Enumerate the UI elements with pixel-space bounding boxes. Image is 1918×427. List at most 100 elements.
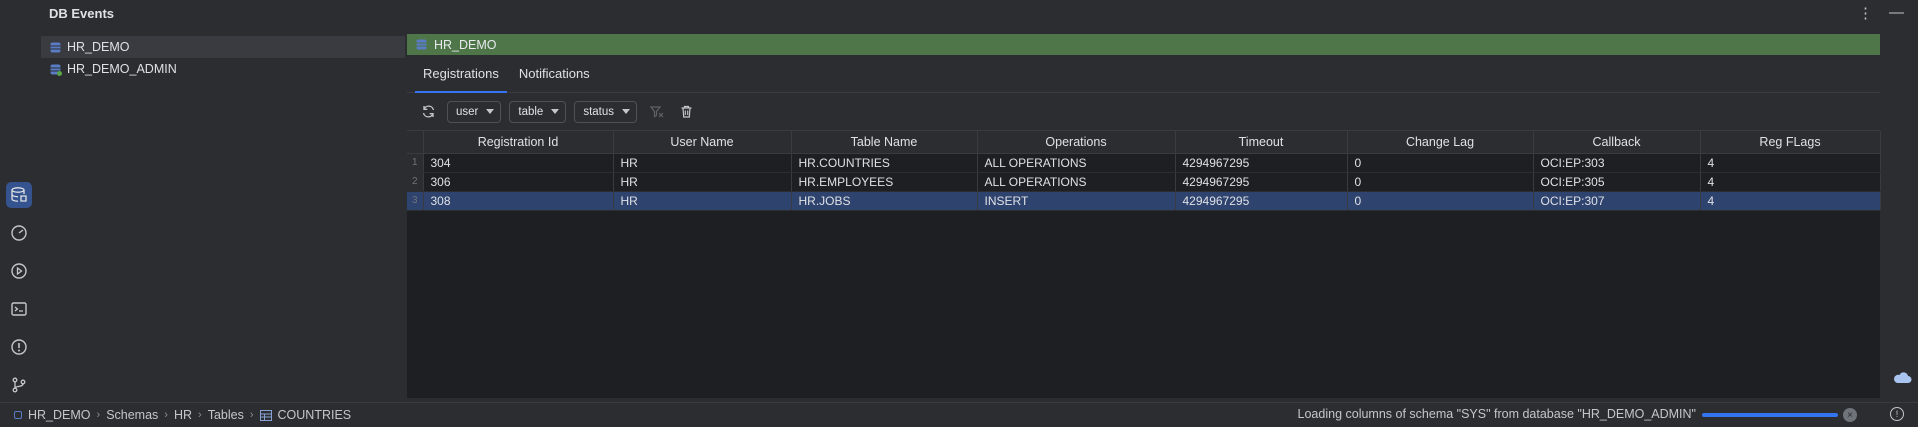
terminal-tool-button[interactable]	[6, 296, 32, 322]
cell-registration-id[interactable]: 308	[423, 191, 614, 211]
cell-user-name[interactable]: HR	[613, 191, 792, 211]
delete-button[interactable]	[675, 101, 697, 123]
git-tool-button[interactable]	[6, 372, 32, 398]
cell-registration-id[interactable]: 306	[423, 172, 614, 192]
minimize-icon[interactable]: —	[1889, 4, 1904, 21]
chevron-down-icon	[551, 109, 560, 114]
cell-reg-flags[interactable]: 4	[1700, 191, 1881, 211]
column-header-table-name[interactable]: Table Name	[791, 131, 978, 154]
cell-timeout[interactable]: 4294967295	[1175, 153, 1348, 173]
cell-operations[interactable]: ALL OPERATIONS	[977, 172, 1176, 192]
table-row[interactable]: 2 306 HR HR.EMPLOYEES ALL OPERATIONS 429…	[407, 172, 1881, 192]
db-events-tool-button[interactable]	[6, 182, 32, 208]
chevron-right-icon: ›	[198, 409, 202, 421]
status-message: Loading columns of schema "SYS" from dat…	[1297, 407, 1696, 421]
breadcrumb: HR_DEMO › Schemas › HR › Tables › COUNTR…	[0, 408, 351, 422]
tool-window-header: DB Events ⋮ —	[0, 0, 1918, 30]
cell-registration-id[interactable]: 304	[423, 153, 614, 173]
registrations-toolbar: user table status	[407, 93, 1880, 131]
panel-title: DB Events	[49, 6, 115, 21]
column-header-operations[interactable]: Operations	[977, 131, 1176, 154]
status-filter-dropdown[interactable]: status	[574, 100, 637, 123]
cell-change-lag[interactable]: 0	[1347, 153, 1534, 173]
tree-item-hr-demo[interactable]: HR_DEMO	[41, 36, 405, 58]
status-filter-label: status	[583, 105, 614, 118]
notifications-icon[interactable]: !	[1890, 407, 1904, 421]
registrations-table: Registration Id User Name Table Name Ope…	[407, 131, 1881, 211]
column-header-callback[interactable]: Callback	[1533, 131, 1701, 154]
tab-bar: Registrations Notifications	[407, 55, 1880, 93]
clear-filters-button[interactable]	[645, 101, 667, 123]
cell-user-name[interactable]: HR	[613, 172, 792, 192]
more-options-icon[interactable]: ⋮	[1858, 5, 1873, 22]
problems-icon	[11, 339, 27, 355]
problems-tool-button[interactable]	[6, 334, 32, 360]
cell-callback[interactable]: OCI:EP:307	[1533, 191, 1701, 211]
performance-tool-button[interactable]	[6, 220, 32, 246]
column-header-timeout[interactable]: Timeout	[1175, 131, 1348, 154]
refresh-button[interactable]	[417, 101, 439, 123]
database-icon	[14, 411, 22, 419]
cell-table-name[interactable]: HR.EMPLOYEES	[791, 172, 978, 192]
row-number-header	[407, 131, 424, 154]
cell-timeout[interactable]: 4294967295	[1175, 191, 1348, 211]
breadcrumb-item[interactable]: Tables	[207, 408, 244, 422]
breadcrumb-item[interactable]: HR	[173, 408, 193, 422]
tree-item-label: HR_DEMO_ADMIN	[67, 62, 177, 76]
clear-filter-icon	[649, 106, 663, 118]
breadcrumb-item[interactable]: HR_DEMO	[28, 408, 91, 422]
table-row[interactable]: 1 304 HR HR.COUNTRIES ALL OPERATIONS 429…	[407, 153, 1881, 173]
breadcrumb-item[interactable]: Schemas	[106, 408, 159, 422]
table-filter-label: table	[518, 105, 544, 118]
connection-name: HR_DEMO	[434, 37, 497, 52]
cell-table-name[interactable]: HR.COUNTRIES	[791, 153, 978, 173]
user-filter-label: user	[456, 105, 479, 118]
breadcrumb-item[interactable]: COUNTRIES	[277, 408, 352, 422]
trash-icon	[681, 105, 691, 118]
tab-notifications[interactable]: Notifications	[518, 65, 590, 81]
database-connected-icon	[50, 64, 62, 76]
cancel-progress-button[interactable]: ×	[1843, 408, 1857, 422]
cell-timeout[interactable]: 4294967295	[1175, 172, 1348, 192]
gauge-icon	[11, 225, 27, 241]
chevron-right-icon: ›	[249, 409, 254, 421]
main-panel: HR_DEMO Registrations Notifications user…	[407, 34, 1881, 398]
cloud-icon[interactable]	[1892, 372, 1912, 384]
row-number: 3	[407, 191, 424, 211]
table-filter-dropdown[interactable]: table	[509, 100, 567, 123]
run-tool-button[interactable]	[6, 258, 32, 284]
cell-callback[interactable]: OCI:EP:303	[1533, 153, 1701, 173]
column-header-registration-id[interactable]: Registration Id	[423, 131, 614, 154]
cell-reg-flags[interactable]: 4	[1700, 153, 1881, 173]
title-actions: ⋮ —	[1858, 4, 1904, 22]
cell-callback[interactable]: OCI:EP:305	[1533, 172, 1701, 192]
cell-table-name[interactable]: HR.JOBS	[791, 191, 978, 211]
run-icon	[11, 263, 27, 279]
tree-item-hr-demo-admin[interactable]: HR_DEMO_ADMIN	[41, 58, 405, 80]
cell-change-lag[interactable]: 0	[1347, 172, 1534, 192]
cell-reg-flags[interactable]: 4	[1700, 172, 1881, 192]
table-icon	[259, 409, 272, 421]
progress-bar	[1702, 413, 1838, 417]
status-bar: HR_DEMO › Schemas › HR › Tables › COUNTR…	[0, 402, 1918, 427]
git-branch-icon	[12, 377, 26, 393]
user-filter-dropdown[interactable]: user	[447, 100, 502, 123]
database-events-icon	[11, 187, 27, 202]
tree-item-label: HR_DEMO	[67, 40, 130, 54]
column-header-reg-flags[interactable]: Reg FLags	[1700, 131, 1881, 154]
cell-user-name[interactable]: HR	[613, 153, 792, 173]
connection-tree: HR_DEMO HR_DEMO_ADMIN	[41, 36, 405, 398]
column-header-change-lag[interactable]: Change Lag	[1347, 131, 1534, 154]
database-icon	[50, 42, 61, 52]
tool-strip	[0, 34, 38, 398]
chevron-right-icon: ›	[164, 409, 168, 421]
table-header-row: Registration Id User Name Table Name Ope…	[407, 131, 1881, 154]
chevron-down-icon	[622, 109, 630, 114]
cell-operations[interactable]: ALL OPERATIONS	[977, 153, 1176, 173]
chevron-down-icon	[486, 109, 495, 114]
cell-change-lag[interactable]: 0	[1347, 191, 1534, 211]
tab-registrations[interactable]: Registrations	[415, 54, 507, 93]
cell-operations[interactable]: INSERT	[977, 191, 1176, 211]
column-header-user-name[interactable]: User Name	[613, 131, 792, 154]
table-row-selected[interactable]: 3 308 HR HR.JOBS INSERT 4294967295 0 OCI…	[407, 191, 1881, 211]
